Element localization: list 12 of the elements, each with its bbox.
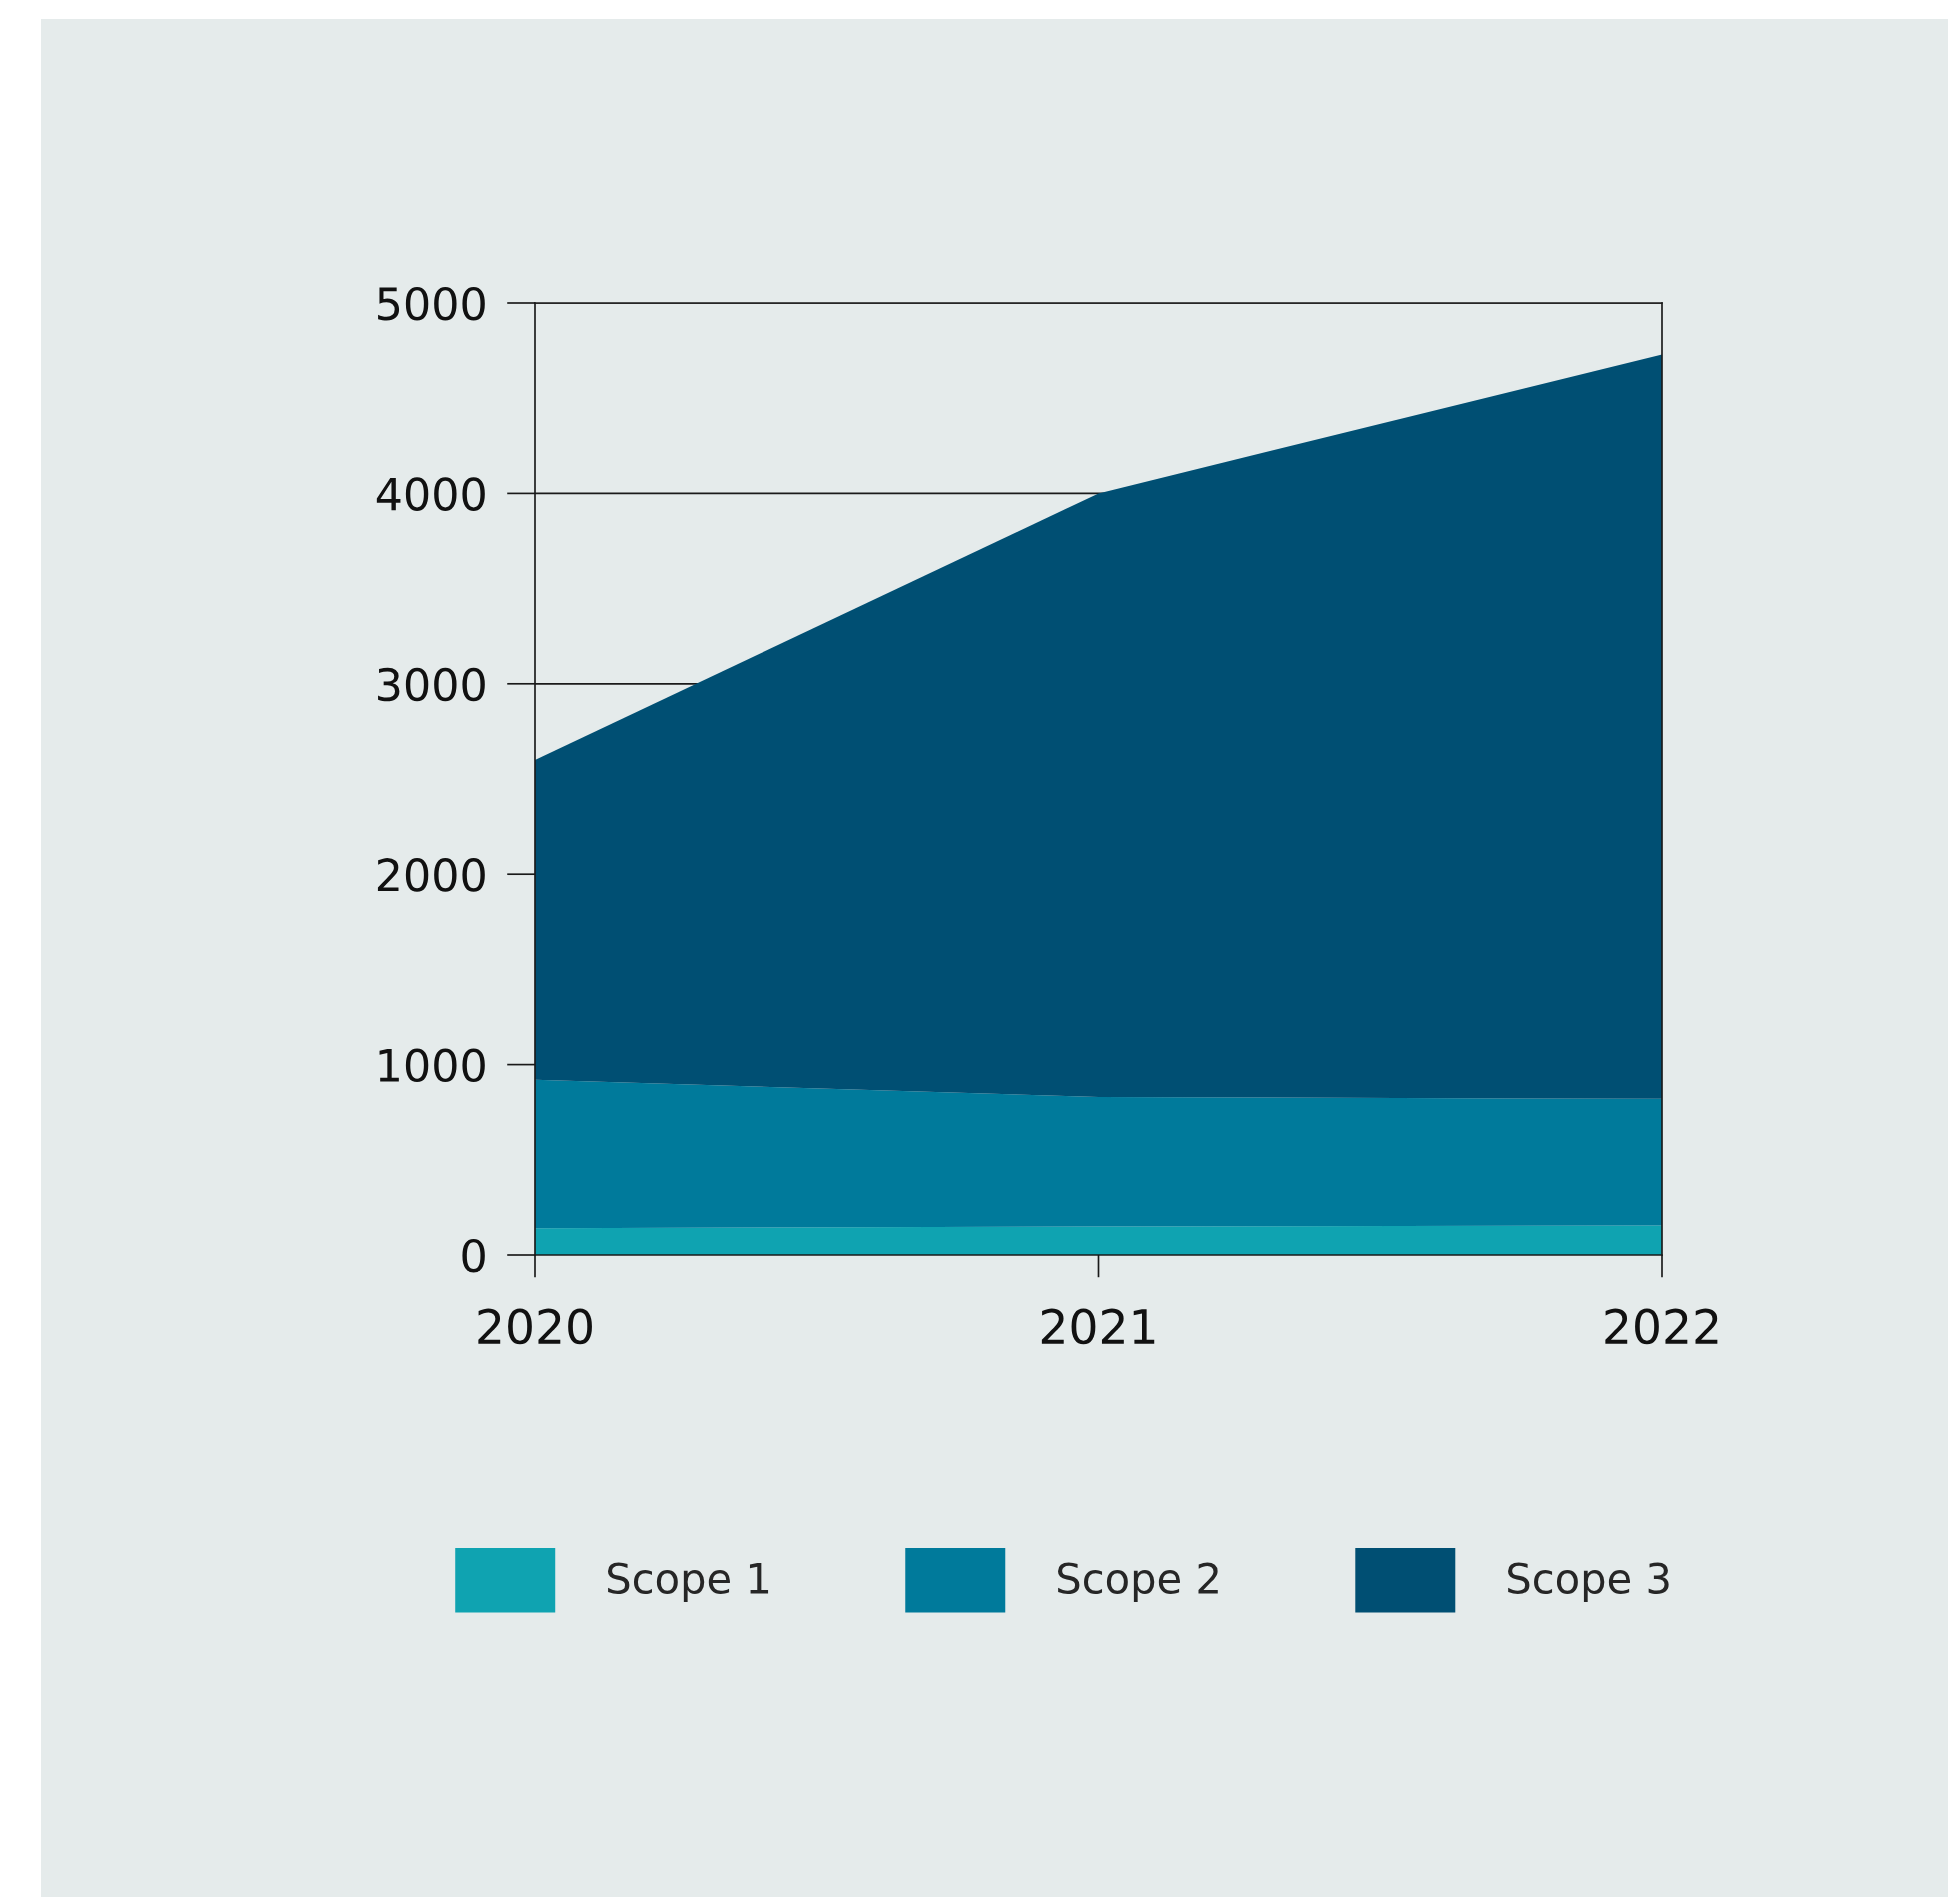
x-tick-label: 2020 <box>478 1308 592 1345</box>
x-tick-label: 2021 <box>1041 1308 1155 1345</box>
y-tick-label: 2000 <box>377 858 485 892</box>
x-tick-label: 2022 <box>1605 1308 1718 1345</box>
legend-label: Scope 1 <box>607 1562 769 1603</box>
y-tick-label: 4000 <box>376 477 485 511</box>
y-tick-label: 0 <box>462 1238 485 1273</box>
y-tick-label: 1000 <box>379 1048 485 1083</box>
legend-label: Scope 3 <box>1508 1562 1669 1603</box>
legend-label: Scope 2 <box>1058 1562 1218 1603</box>
y-tick-label: 5000 <box>378 286 485 321</box>
y-tick-label: 3000 <box>378 667 485 702</box>
